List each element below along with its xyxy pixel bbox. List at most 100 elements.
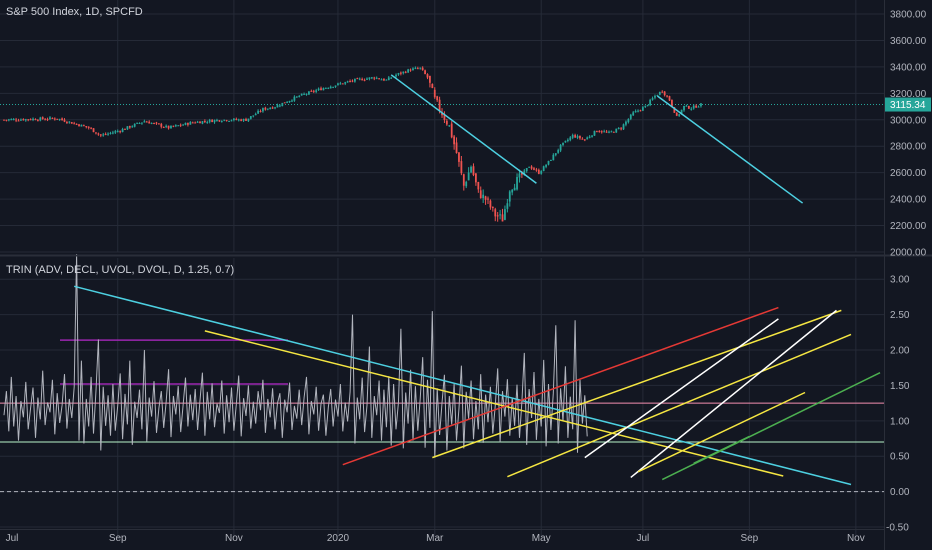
candle-body [579, 136, 581, 139]
candle-body [351, 80, 354, 82]
candle-body [632, 112, 635, 116]
candle-body [49, 117, 51, 119]
candle-body [673, 107, 676, 113]
candle-body [213, 120, 216, 123]
y-tick-label: 3800.00 [890, 10, 927, 21]
trendline-cyan [656, 95, 804, 204]
candle-body [61, 118, 63, 121]
candle-body [654, 95, 656, 98]
candle-body [596, 131, 598, 133]
candle-body [661, 91, 664, 93]
candle-body [337, 83, 339, 85]
candle-body [407, 69, 410, 73]
candle-body [220, 121, 223, 123]
candle-body [646, 105, 649, 107]
trendline-cyan [390, 74, 537, 184]
candle-body [24, 119, 27, 121]
candle-body [651, 98, 654, 100]
candle-body [5, 119, 8, 121]
y-tick-label: 3200.00 [890, 89, 927, 100]
candle-body [421, 67, 424, 71]
candle-body [622, 124, 625, 130]
candle-body [283, 102, 286, 104]
candle-body [276, 105, 279, 108]
candle-body [349, 81, 351, 83]
trendline-green [693, 435, 750, 464]
trendlines[interactable] [73, 74, 881, 486]
candle-body [305, 93, 308, 95]
candle-body [438, 99, 441, 111]
candle-body [308, 91, 310, 95]
candle-body [412, 68, 414, 71]
candle-body [92, 128, 95, 133]
y-tick-label: 0.50 [890, 452, 910, 463]
candle-body [56, 118, 59, 120]
candle-body [116, 131, 119, 133]
candle-body [385, 79, 388, 81]
candle-body [99, 134, 102, 136]
candle-body [641, 107, 644, 111]
indicator-title: TRIN (ADV, DECL, UVOL, DVOL, D, 1.25, 0.… [6, 264, 235, 276]
candle-body [341, 83, 344, 85]
candle-body [51, 117, 54, 119]
candle-body [663, 91, 666, 96]
candle-body [124, 128, 126, 130]
candle-body [525, 168, 528, 172]
candle-body [237, 119, 240, 121]
candle-body [581, 138, 584, 140]
candle-body [167, 125, 170, 129]
candle-body [252, 115, 255, 117]
candle-body [540, 171, 543, 174]
candle-body [194, 122, 197, 124]
candle-body [75, 123, 78, 125]
candle-body [29, 119, 32, 121]
y-tick-label: 2000.00 [890, 248, 927, 259]
candle-body [206, 122, 209, 124]
candle-body [274, 107, 276, 109]
candle-body [199, 121, 201, 124]
candle-body [644, 105, 647, 107]
candle-body [150, 122, 153, 124]
candle-body [344, 82, 347, 84]
candle-body [136, 122, 138, 124]
candle-body [482, 194, 485, 199]
candle-body [513, 187, 516, 191]
candle-body [249, 116, 252, 119]
candle-body [138, 122, 141, 124]
candle-body [82, 125, 85, 127]
candle-body [370, 77, 373, 79]
candle-body [196, 121, 199, 123]
candle-body [20, 119, 22, 121]
candle-body [58, 118, 61, 120]
candle-body [334, 85, 337, 87]
candle-body [431, 83, 434, 89]
trendline-white [630, 309, 837, 479]
candle-body [70, 122, 73, 124]
candle-body [569, 137, 572, 141]
candle-body [429, 75, 431, 83]
candle-body [203, 120, 206, 122]
y-tick-label: 2.50 [890, 310, 910, 321]
candle-body [508, 191, 511, 202]
candle-body [317, 88, 320, 90]
x-tick-label: Jul [636, 533, 649, 544]
candle-body [378, 78, 380, 80]
candle-body [114, 131, 117, 133]
candle-body [678, 114, 681, 116]
candle-body [233, 118, 235, 121]
candle-body [162, 126, 165, 128]
candle-body [3, 119, 5, 121]
candle-body [409, 69, 412, 71]
candle-body [10, 119, 13, 121]
candle-body [562, 142, 564, 145]
candle-body [22, 119, 25, 121]
candle-body [535, 169, 538, 171]
candle-body [300, 93, 303, 96]
candle-body [610, 131, 613, 133]
x-tick-label: Sep [109, 533, 127, 544]
candle-body [404, 71, 407, 73]
candle-body [690, 108, 693, 110]
